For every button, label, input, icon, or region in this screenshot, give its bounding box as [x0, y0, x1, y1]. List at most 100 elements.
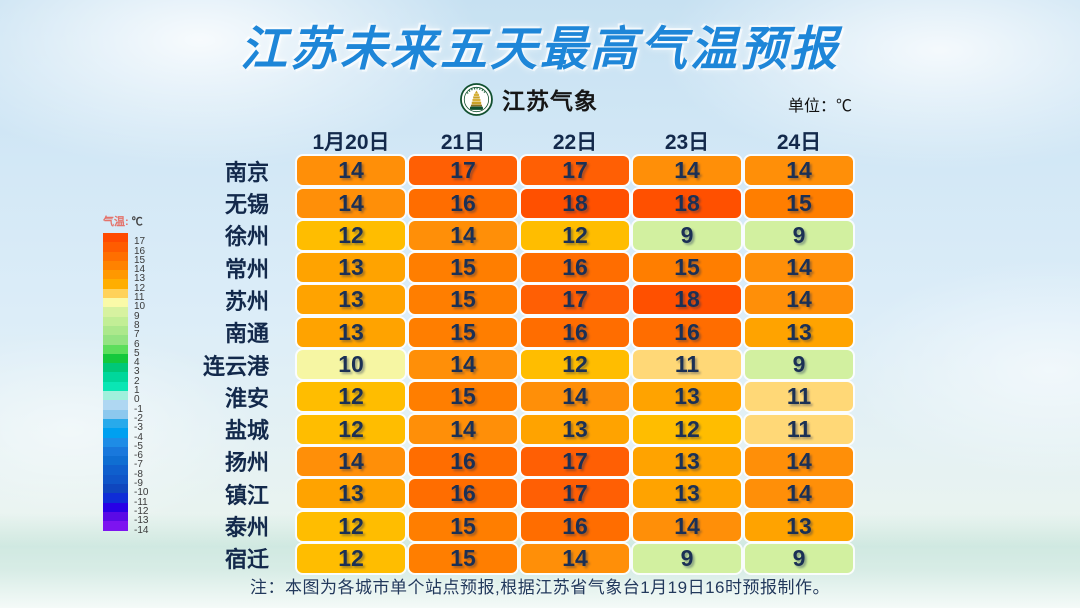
legend-band-label: 10	[134, 301, 146, 313]
temp-cell: 9	[633, 543, 741, 573]
legend-band: 15	[103, 251, 145, 265]
temp-cell: 11	[745, 414, 853, 444]
legend-band-label: 0	[134, 394, 140, 406]
legend-band-label: -5	[134, 440, 143, 452]
temp-cell: 9	[633, 220, 741, 250]
legend-band-label: -4	[134, 431, 143, 443]
temp-cell: 15	[409, 382, 517, 412]
page-title: 江苏未来五天最高气温预报	[240, 22, 840, 75]
city-row-label: 苏州	[224, 288, 269, 314]
legend-band: -10	[103, 484, 148, 498]
temp-cell: 13	[745, 511, 853, 541]
temp-cell: 13	[745, 317, 853, 347]
temp-cell: 14	[745, 156, 853, 186]
date-column-header: 24日	[776, 131, 822, 154]
temp-cell: 14	[521, 382, 629, 412]
date-column-header: 1月20日	[312, 131, 390, 154]
city-row-label: 无锡	[224, 192, 269, 218]
date-column-header: 22日	[552, 131, 598, 154]
city-row-label: 盐城	[224, 418, 269, 444]
temp-cell: 16	[409, 188, 517, 218]
city-row-label: 镇江	[224, 482, 269, 508]
temp-cell: 13	[633, 479, 741, 509]
temp-cell: 12	[297, 511, 405, 541]
legend-band-label: 5	[134, 347, 140, 359]
legend-band: 5	[103, 344, 140, 358]
legend-band-label: 8	[134, 319, 140, 331]
legend-band-label: 17	[134, 236, 146, 248]
legend-band: 14	[103, 260, 145, 275]
legend-band: 9	[103, 307, 140, 321]
temp-cell: 18	[521, 188, 629, 218]
legend-band: 11	[103, 288, 144, 303]
temp-cell: 14	[521, 543, 629, 573]
legend-band: 17	[103, 233, 145, 247]
temp-cell: 13	[521, 414, 629, 444]
legend-band: -11	[103, 493, 148, 507]
legend-band-label: 15	[134, 254, 146, 266]
temp-cell: 13	[297, 285, 405, 315]
city-row-label: 扬州	[224, 450, 269, 476]
legend-band: -5	[103, 437, 143, 451]
temp-cell: 9	[745, 350, 853, 380]
temp-cell: 12	[521, 220, 629, 250]
legend-band: -14	[103, 521, 148, 535]
temp-cell: 11	[745, 382, 853, 412]
table-corner	[165, 129, 293, 153]
legend-band: -1	[103, 400, 143, 414]
temp-cell: 17	[409, 156, 517, 186]
legend-title: 气温: ℃	[103, 213, 143, 229]
city-row-label: 淮安	[224, 385, 269, 411]
legend-band-label: -14	[134, 524, 149, 536]
legend-band: 10	[103, 298, 145, 312]
temp-cell: 11	[633, 350, 741, 380]
legend-band: 16	[103, 242, 145, 256]
temp-cell: 15	[745, 188, 853, 218]
temp-cell: 16	[409, 479, 517, 509]
legend-band: -12	[103, 502, 148, 516]
legend-band-label: 4	[134, 357, 140, 369]
temp-cell: 17	[521, 156, 629, 186]
temp-cell: 13	[297, 479, 405, 509]
temp-cell: 16	[521, 317, 629, 347]
legend-band-label: -2	[134, 412, 143, 424]
legend-band: -6	[103, 446, 143, 461]
date-column-header: 23日	[664, 131, 710, 154]
legend-band-label: 16	[134, 245, 146, 257]
legend-band-label: -13	[134, 515, 149, 527]
cloud-decoration	[840, 260, 1080, 480]
legend-band: 12	[103, 279, 145, 293]
legend-band: -9	[103, 474, 143, 489]
temp-cell: 14	[745, 446, 853, 476]
city-row-label: 泰州	[224, 515, 269, 541]
legend-band-label: 7	[134, 329, 140, 341]
temp-cell: 16	[633, 317, 741, 347]
temp-cell: 12	[297, 220, 405, 250]
legend-band-label: 2	[134, 375, 140, 387]
legend-band: -13	[103, 511, 148, 526]
legend-band-label: 11	[134, 292, 145, 304]
temp-cell: 18	[633, 188, 741, 218]
temp-cell: 14	[745, 253, 853, 283]
legend-band-label: 6	[134, 338, 140, 350]
legend-band-label: -3	[134, 422, 143, 434]
legend-band-label: 14	[134, 264, 146, 276]
temp-cell: 9	[745, 220, 853, 250]
temp-cell: 17	[521, 446, 629, 476]
temp-cell: 13	[633, 446, 741, 476]
legend-band: 2	[103, 372, 140, 386]
brand-name: 江苏气象	[501, 88, 598, 114]
temp-cell: 12	[521, 350, 629, 380]
legend-title-unit: ℃	[131, 216, 143, 228]
temp-cell: 18	[633, 285, 741, 315]
legend-band-label: 1	[134, 385, 140, 397]
legend-band: 7	[103, 325, 140, 340]
temp-cell: 14	[745, 285, 853, 315]
temp-cell: 15	[409, 543, 517, 573]
temp-cell: 14	[297, 446, 405, 476]
city-row-label: 徐州	[224, 224, 269, 250]
temperature-legend: 气温: ℃ 17 16 15 14 13 12 11 10 9 8 7 6 5 4 3 2 1 0 -1 -2 -3 -4…	[103, 213, 148, 535]
legend-band: -4	[103, 428, 143, 442]
temp-cell: 12	[297, 382, 405, 412]
temp-cell: 14	[297, 188, 405, 218]
